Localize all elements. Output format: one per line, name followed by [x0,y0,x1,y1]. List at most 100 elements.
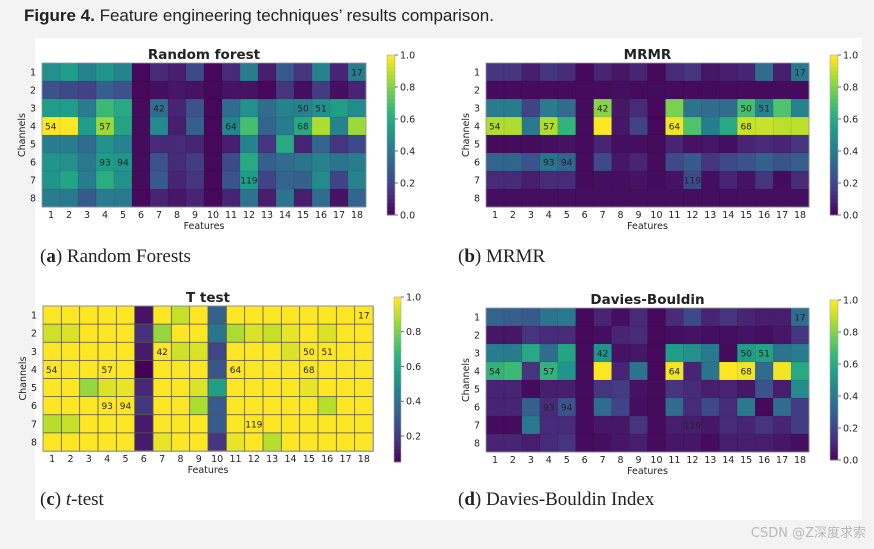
colorbar-segment [830,436,838,441]
heatmap-cell [354,432,374,452]
colorbar-segment [830,440,838,445]
colorbar-segment [394,346,401,352]
colorbar-segment [394,437,401,442]
heatmap-cell [503,188,523,208]
heatmap-cell [593,361,613,381]
heatmap-cell [539,62,559,82]
heatmap-cell [299,305,319,325]
colorbar-segment [830,400,838,405]
heatmap-cell [665,98,684,118]
heatmap-cell [557,415,577,435]
colorbar-segment [830,364,838,369]
x-tick-label: 14 [284,454,296,465]
heatmap-cell [683,379,702,399]
heatmap-cell [719,397,738,417]
x-tick-label: 9 [196,454,202,465]
heatmap-cell [503,361,523,381]
colorbar-segment [394,338,401,343]
heatmap-cell [170,359,191,380]
colorbar-tick-label: 0.6 [406,362,421,373]
heatmap-cell [275,98,295,118]
heatmap-cell [207,432,228,452]
colorbar-segment [394,383,401,389]
heatmap-cell [97,305,118,325]
x-tick-label: 8 [177,454,183,465]
cell-annotation: 42 [597,350,608,360]
heatmap-cell [611,307,631,327]
colorbar-segment [387,123,395,128]
heatmap-cell [79,359,99,380]
heatmap-cell [665,307,684,327]
colorbar-segment [394,334,401,339]
heatmap-cell [521,188,541,208]
heatmap-cell [207,323,228,343]
x-tick-label: 3 [84,210,90,221]
colorbar-segment [394,408,401,413]
heatmap-cell [207,341,228,362]
heatmap-cell [521,343,541,363]
heatmap-cell [754,379,774,399]
heatmap-cell [170,305,191,325]
heatmap-cell [354,341,374,362]
y-axis-label: Channels [17,113,28,157]
heatmap-cell [521,116,541,136]
x-tick-label: 14 [279,210,291,221]
colorbar-segment [830,408,838,413]
cell-annotation: 42 [597,105,608,115]
chart-title: MRMR [624,47,672,63]
heatmap-cell [503,62,523,82]
heatmap-cell [280,432,301,452]
heatmap-cell [485,170,505,190]
heatmap-cell [41,188,61,208]
plot-frame [485,62,810,208]
heatmap-cell [790,325,810,345]
cell-annotation: 68 [303,366,315,376]
heatmap-cell [539,307,559,327]
y-tick-label: 7 [474,176,480,187]
heatmap-cell [262,341,283,362]
heatmap-cell [311,170,331,190]
colorbar-segment [387,103,395,108]
heatmap-cell [134,414,154,434]
x-tick-label: 3 [528,455,534,466]
y-tick-label: 3 [31,347,37,358]
cell-annotation: 119 [684,177,701,187]
colorbar-segment [394,309,401,314]
heatmap-cell [134,359,154,380]
heatmap-cell [539,170,559,190]
x-tick-label: 12 [243,210,255,221]
chart-title: T test [186,290,231,306]
heatmap-cell [754,361,774,381]
colorbar-segment [394,412,401,418]
colorbar-segment [830,320,838,325]
y-tick-label: 5 [474,140,480,151]
x-tick-label: 3 [528,210,534,221]
heatmap-cell [503,415,523,435]
cell-annotation: 17 [794,69,805,79]
heatmap-cell [149,188,169,208]
heatmap-cell [701,98,720,118]
colorbar-segment [830,380,838,385]
heatmap-cell [719,307,738,327]
heatmap-cell [79,432,99,452]
cell-annotation: 64 [669,368,681,378]
heatmap-cell [683,80,702,100]
colorbar-segment [830,352,838,357]
heatmap-cell [647,98,666,118]
heatmap-cell [170,396,191,416]
colorbar-segment [830,211,838,216]
heatmap-cell [683,361,702,381]
heatmap-cell [152,305,173,325]
heatmap-cell [317,432,338,452]
heatmap-cell [185,116,205,136]
heatmap-cell [115,323,136,343]
colorbar-tick-label: 0.2 [400,179,415,190]
heatmap-cell [354,396,374,416]
heatmap-cell [701,170,720,190]
colorbar-tick-label: 0.2 [843,424,858,435]
heatmap-cell [299,378,319,398]
heatmap-cell [683,397,702,417]
heatmap-cell [60,323,81,343]
heatmap-cell [77,116,97,136]
